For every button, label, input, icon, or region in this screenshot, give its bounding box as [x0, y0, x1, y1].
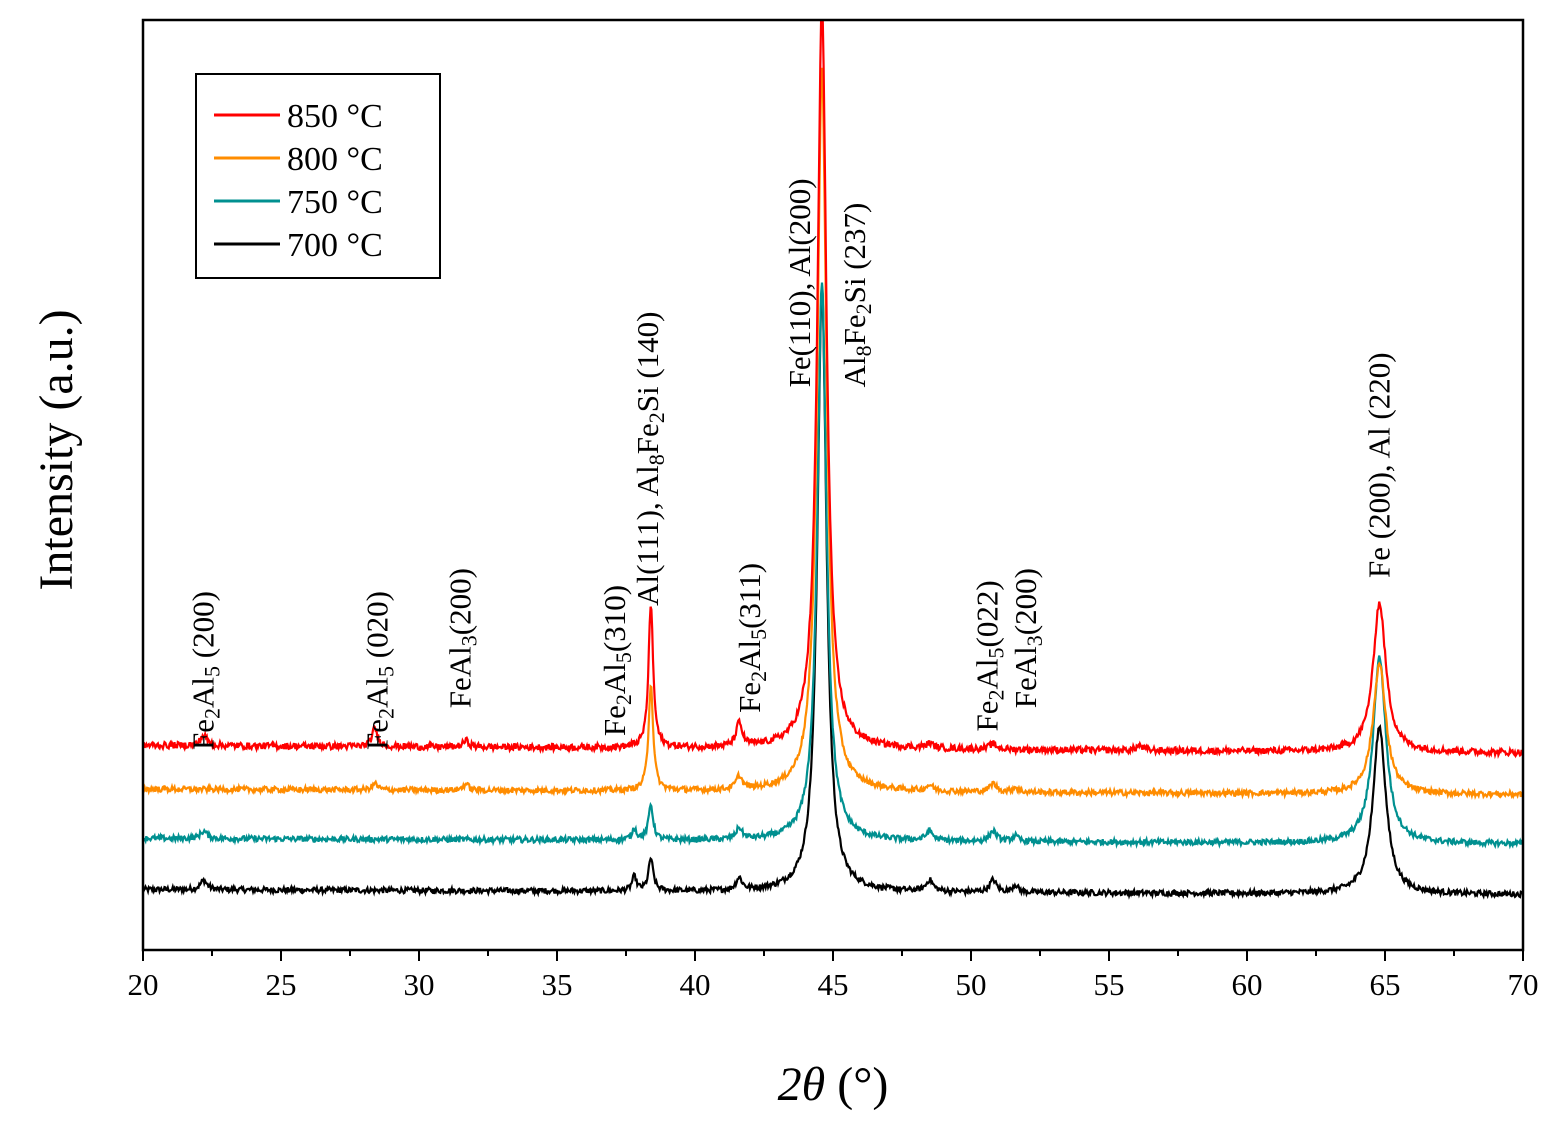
series-layer	[143, 20, 1523, 900]
x-tick-label: 25	[266, 967, 297, 1002]
peak-annotations: Fe2Al5 (200)Fe2Al5 (020)FeAl3(200)Fe2Al5…	[186, 178, 1397, 750]
peak-label: Fe2Al5(022)	[970, 580, 1009, 731]
x-tick-label: 35	[542, 967, 573, 1002]
series-line-850	[143, 20, 1523, 760]
peak-label: Fe(110), Al(200)	[782, 178, 817, 387]
x-tick-label: 70	[1508, 967, 1539, 1002]
peak-label: FeAl3(200)	[442, 568, 481, 708]
peak-label: Al(111), Al8Fe2Si (140)	[630, 312, 669, 606]
peak-label: Fe (200), Al (220)	[1362, 352, 1397, 578]
legend-items: 850 °C 800 °C 750 °C 700 °C	[214, 98, 383, 264]
series-line-800	[143, 67, 1523, 800]
x-tick-label: 20	[128, 967, 159, 1002]
y-axis-title: Intensity (a.u.)	[30, 309, 83, 590]
legend: 850 °C 800 °C 750 °C 700 °C	[195, 73, 441, 279]
x-tick-label: 30	[404, 967, 435, 1002]
peak-label: Al8Fe2Si (237)	[837, 203, 876, 388]
peak-label: Fe2Al5 (020)	[360, 591, 399, 750]
x-tick-label: 60	[1232, 967, 1263, 1002]
legend-label: 850 °C	[287, 98, 383, 135]
peak-label: Fe2Al5(310)	[597, 585, 636, 736]
peak-label: FeAl3(200)	[1008, 568, 1047, 708]
series-line-750	[143, 282, 1523, 850]
peak-label: Fe2Al5 (200)	[186, 591, 225, 750]
x-tick-label: 55	[1094, 967, 1125, 1002]
legend-label: 800 °C	[287, 141, 383, 178]
x-tick-label: 65	[1370, 967, 1401, 1002]
series-line-700	[143, 286, 1523, 900]
peak-label: Fe2Al5(311)	[732, 563, 771, 713]
x-tick-label: 45	[818, 967, 849, 1002]
x-tick-label: 50	[956, 967, 987, 1002]
x-tick-label: 40	[680, 967, 711, 1002]
legend-label: 750 °C	[287, 184, 383, 221]
x-axis-title: 2θ (°)	[778, 1058, 889, 1111]
x-ticks: 20 25 30 35 40 45 50 55 60 65 70	[128, 950, 1539, 1002]
legend-label: 700 °C	[287, 227, 383, 264]
